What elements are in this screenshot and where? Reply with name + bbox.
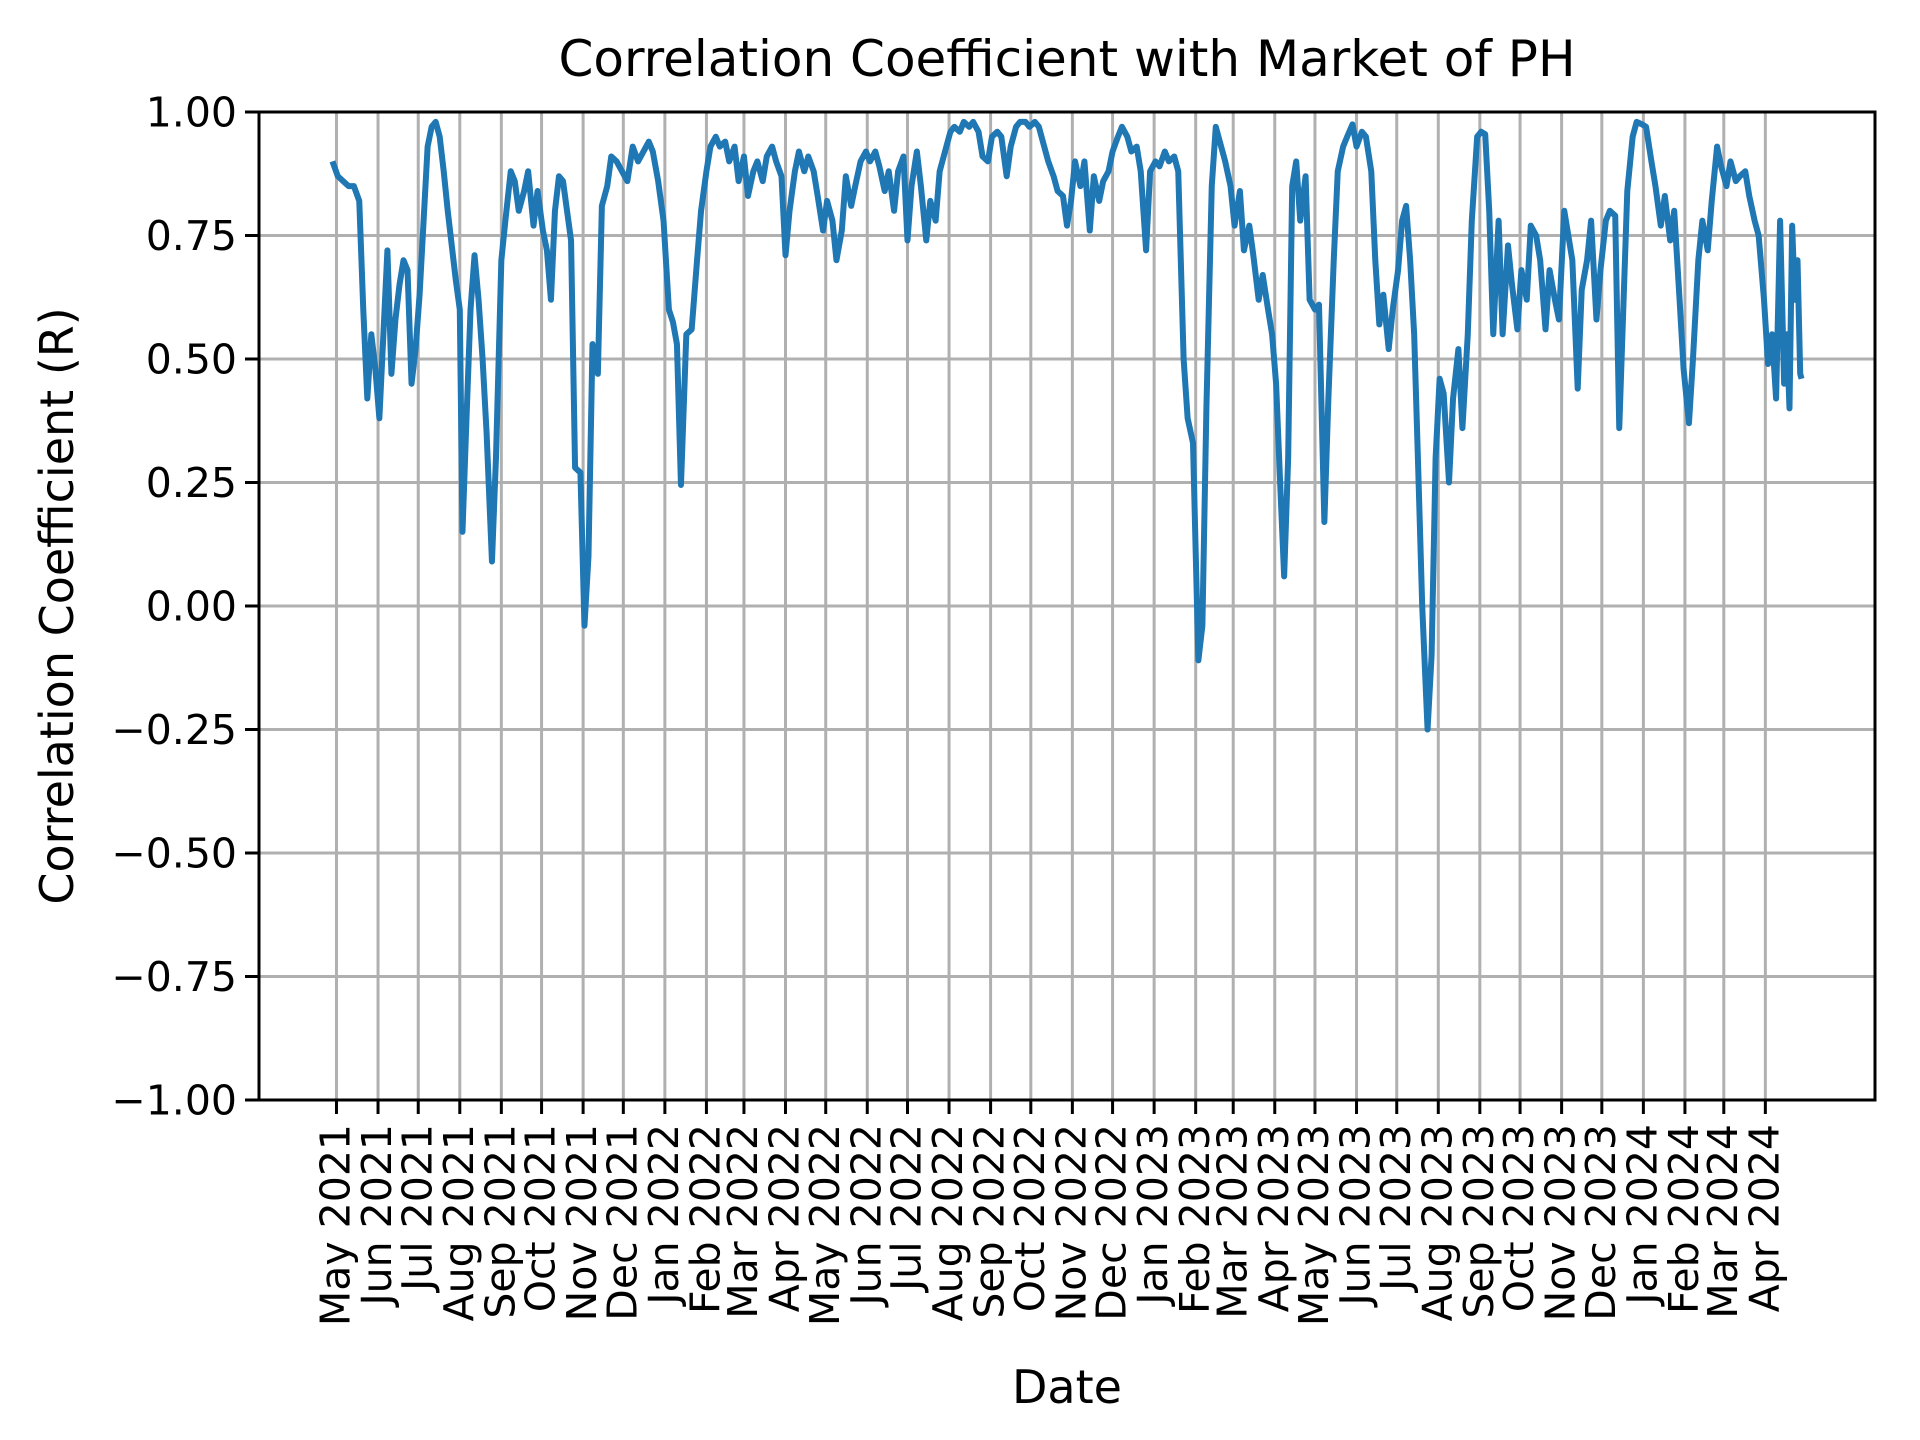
x-tick-label: Oct 2023 [1495,1124,1543,1312]
y-tick-label: −0.75 [111,953,237,1001]
y-tick-label: 0.50 [146,335,237,383]
x-tick-label: Mar 2024 [1699,1124,1747,1319]
x-tick-label: Oct 2021 [517,1124,565,1312]
x-tick-label: Apr 2023 [1250,1124,1298,1312]
series-line [329,118,1805,733]
x-tick-label: May 2023 [1290,1124,1338,1326]
x-tick-label: May 2022 [801,1124,849,1326]
y-tick-label: 1.00 [146,88,237,136]
y-tick-label: 0.25 [146,459,237,507]
x-tick-label: Jun 2022 [842,1124,890,1308]
x-tick-label: Jun 2021 [353,1124,401,1308]
x-tick-label: Nov 2023 [1537,1124,1585,1321]
x-tick-label: Jul 2022 [883,1124,931,1294]
x-tick-label: Jan 2024 [1618,1124,1666,1308]
y-tick-label: 0.75 [146,212,237,260]
tick-marks [245,110,1767,1114]
x-tick-label: Jan 2022 [640,1124,688,1308]
y-tick-label: −0.25 [111,706,237,754]
x-axis-label: Date [1012,1360,1122,1414]
x-tick-label: Dec 2021 [598,1124,646,1321]
x-tick-label: Feb 2022 [682,1124,730,1314]
y-tick-label: 0.00 [146,582,237,630]
x-tick-label: Aug 2021 [435,1124,483,1321]
x-tick-label: Jul 2021 [393,1124,441,1294]
x-tick-label: Sep 2021 [476,1124,524,1319]
x-tick-label: Aug 2023 [1413,1124,1461,1321]
x-tick-label: Jan 2023 [1129,1124,1177,1308]
chart-title: Correlation Coefficient with Market of P… [558,30,1576,88]
x-tick-label: Nov 2021 [558,1124,606,1321]
x-tick-label: Sep 2022 [966,1124,1014,1319]
x-tick-label: Aug 2022 [924,1124,972,1321]
x-tick-label: Jun 2023 [1332,1124,1380,1308]
x-tick-label: Apr 2024 [1740,1124,1788,1312]
y-axis-label: Correlation Coefficient (R) [30,307,84,905]
x-tick-label: Mar 2023 [1208,1124,1256,1319]
x-tick-label: Nov 2022 [1047,1124,1095,1321]
y-tick-labels: 1.00 0.75 0.50 0.25 0.00 −0.25 −0.50 −0.75 −1.00 [111,88,237,1124]
x-tick-label: Jul 2023 [1372,1124,1420,1294]
y-tick-label: −1.00 [111,1076,237,1124]
x-tick-label: Mar 2022 [719,1124,767,1319]
x-tick-label: Feb 2023 [1171,1124,1219,1314]
x-tick-label: Dec 2022 [1088,1124,1136,1321]
x-tick-label: Apr 2022 [761,1124,809,1312]
y-tick-label: −0.50 [111,829,237,877]
x-tick-label: Sep 2023 [1455,1124,1503,1319]
x-tick-label: Dec 2023 [1577,1124,1625,1321]
x-tick-label: Feb 2024 [1660,1124,1708,1314]
x-tick-label: May 2021 [312,1124,360,1326]
x-tick-label: Oct 2022 [1006,1124,1054,1312]
